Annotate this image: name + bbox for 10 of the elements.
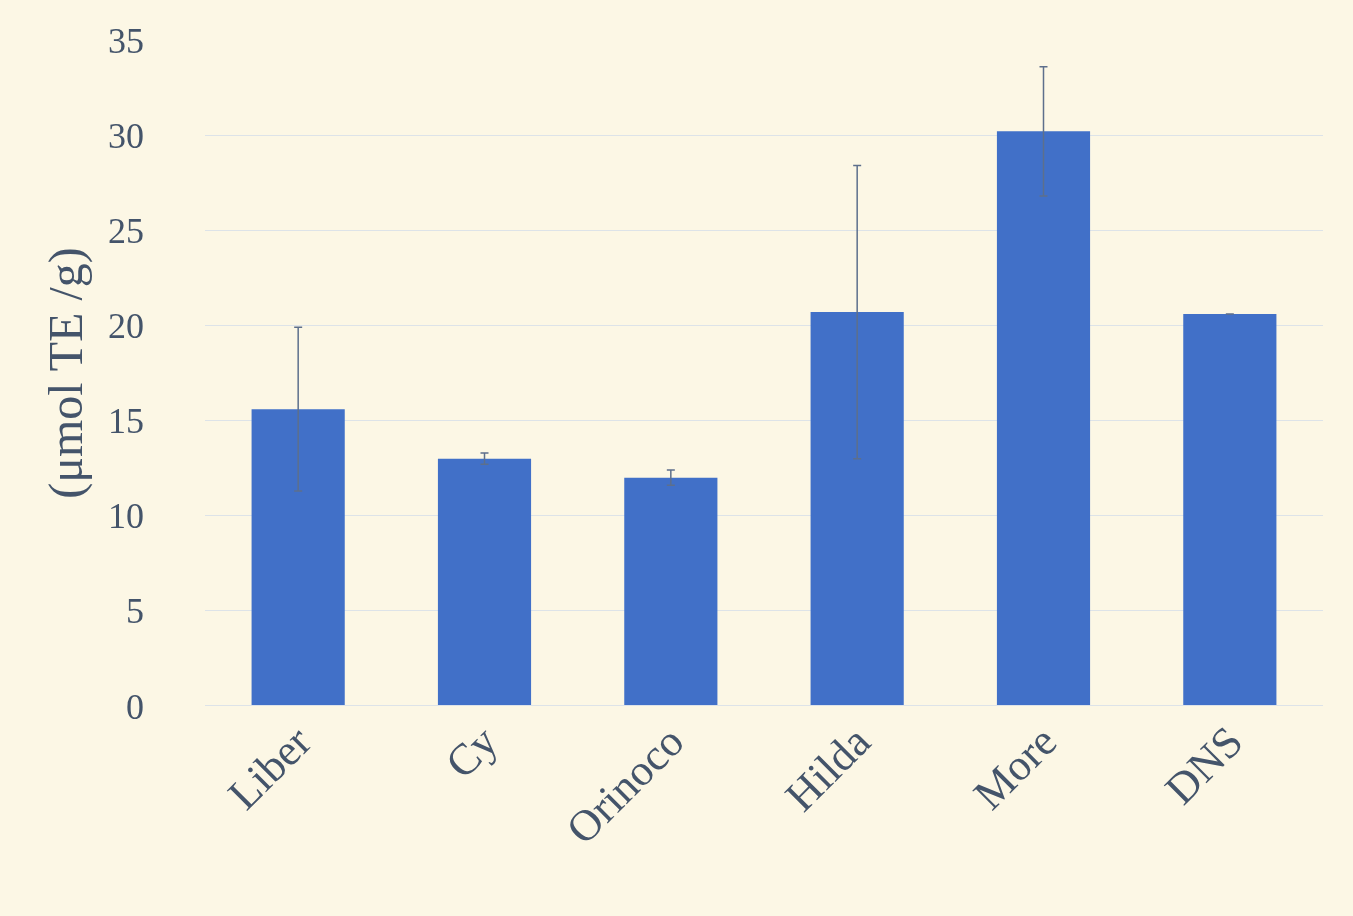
y-tick-label: 5 (126, 591, 144, 632)
y-tick-label: 20 (108, 306, 144, 347)
y-tick-label: 25 (108, 210, 144, 251)
y-tick-label: 15 (108, 401, 144, 442)
x-tick-label: Cy (436, 716, 508, 788)
y-tick-label: 35 (108, 20, 144, 61)
y-axis-title: (μmol TE /g) (38, 247, 93, 499)
y-tick-label: 10 (108, 496, 144, 537)
y-tick-label: 0 (126, 686, 144, 727)
y-tick-label: 30 (108, 115, 144, 156)
